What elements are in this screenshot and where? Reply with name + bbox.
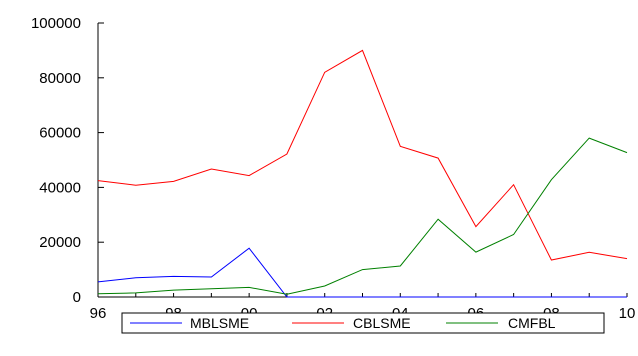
legend: MBLSME CBLSME CMFBL — [121, 312, 605, 334]
y-tick-label: 40000 — [39, 179, 81, 196]
legend-label-cmfbl: CMFBL — [508, 315, 556, 331]
legend-label-mblsme: MBLSME — [190, 315, 249, 331]
series-lines — [97, 49, 628, 298]
y-axis-ticks: 0 20000 40000 60000 80000 100000 — [31, 15, 104, 306]
y-tick-label: 60000 — [39, 125, 81, 142]
y-tick-label: 0 — [73, 289, 81, 306]
series-line-cmfbl — [97, 137, 628, 295]
y-tick-label: 100000 — [31, 15, 81, 32]
series-line-mblsme — [97, 247, 627, 298]
x-tick-label: 96 — [90, 305, 107, 322]
legend-label-cblsme: CBLSME — [353, 315, 411, 331]
y-tick-label: 80000 — [39, 70, 81, 87]
series-line-cblsme — [97, 49, 628, 261]
x-tick-label: 10 — [619, 305, 636, 322]
axes — [97, 23, 627, 298]
legend-box — [121, 312, 605, 334]
y-tick-label: 20000 — [39, 234, 81, 251]
